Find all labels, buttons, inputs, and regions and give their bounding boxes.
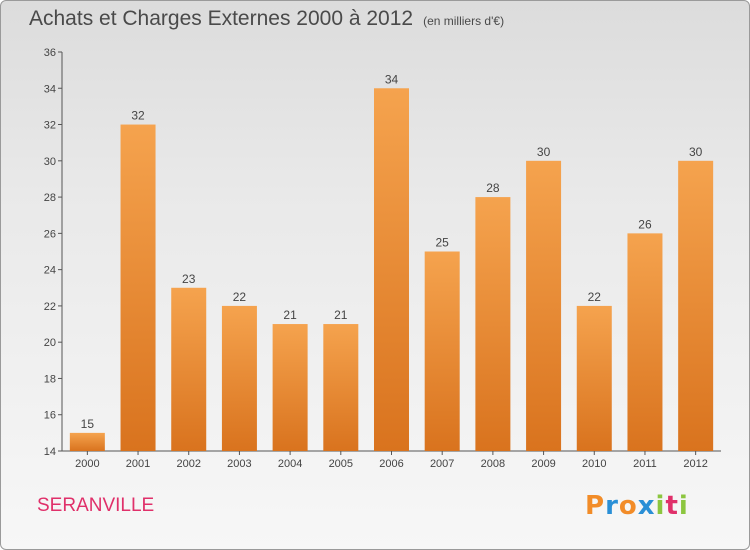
x-tick-label: 2000 — [75, 458, 99, 470]
y-tick-label: 32 — [44, 120, 56, 132]
bar-value-label: 26 — [638, 217, 652, 231]
y-tick-label: 36 — [44, 47, 56, 59]
bar-2004 — [272, 324, 308, 451]
bar-2007 — [424, 251, 460, 451]
x-tick-label: 2005 — [329, 458, 353, 470]
y-tick-label: 18 — [44, 373, 56, 385]
bar-value-label: 22 — [588, 290, 602, 304]
bar-2006 — [374, 88, 409, 451]
x-tick-label: 2007 — [430, 458, 454, 470]
bar-value-label: 30 — [537, 145, 551, 159]
bar-value-label: 32 — [131, 109, 145, 123]
y-tick-label: 20 — [44, 337, 56, 349]
x-tick-label: 2010 — [582, 458, 606, 470]
bar-value-label: 15 — [81, 417, 95, 431]
y-tick-label: 28 — [44, 192, 56, 204]
bar-value-label: 21 — [283, 308, 297, 322]
bar-value-label: 22 — [233, 290, 247, 304]
bar-2011 — [627, 233, 663, 451]
commune-name: SERANVILLE — [37, 495, 155, 516]
chart-title: Achats et Charges Externes 2000 à 2012 (e… — [29, 7, 504, 31]
x-tick-label: 2012 — [683, 458, 707, 470]
bar-value-label: 30 — [689, 145, 703, 159]
bar-2001 — [120, 124, 156, 451]
y-tick-label: 26 — [44, 228, 56, 240]
y-tick-label: 24 — [44, 265, 56, 277]
bar-2000 — [69, 432, 105, 451]
bar-2002 — [171, 287, 207, 451]
bar-2010 — [576, 305, 612, 451]
x-tick-label: 2006 — [379, 458, 403, 470]
y-tick-label: 16 — [44, 410, 56, 422]
y-tick-label: 30 — [44, 156, 56, 168]
x-tick-label: 2004 — [278, 458, 302, 470]
bar-value-label: 28 — [486, 181, 500, 195]
x-tick-label: 2009 — [531, 458, 555, 470]
proxiti-logo[interactable]: Proxiti — [585, 491, 689, 521]
chart-subtitle: (en milliers d'€) — [423, 14, 505, 28]
bar-2012 — [678, 160, 714, 451]
bar-value-label: 25 — [436, 236, 450, 250]
x-tick-label: 2008 — [481, 458, 505, 470]
chart-bars: 15 32 23 22 21 21 34 25 28 30 22 26 30 — [69, 72, 714, 451]
y-tick-label: 22 — [44, 301, 56, 313]
x-tick-label: 2011 — [633, 458, 657, 470]
bar-2005 — [323, 324, 359, 451]
bar-value-label: 23 — [182, 272, 196, 286]
bar-2003 — [221, 305, 257, 451]
x-tick-label: 2002 — [176, 458, 200, 470]
bar-2009 — [526, 160, 562, 451]
chart-title-text: Achats et Charges Externes 2000 à 2012 — [29, 7, 414, 30]
x-tick-label: 2001 — [126, 458, 150, 470]
x-tick-label: 2003 — [227, 458, 251, 470]
bar-value-label: 21 — [334, 308, 348, 322]
bar-2008 — [475, 197, 511, 451]
y-tick-label: 34 — [44, 83, 56, 95]
bar-value-label: 34 — [385, 72, 399, 86]
y-tick-label: 14 — [44, 446, 56, 458]
